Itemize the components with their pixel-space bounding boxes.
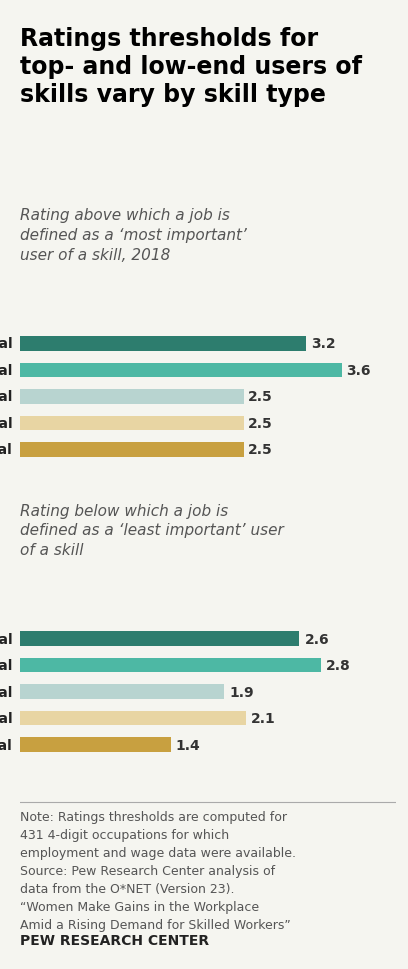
Text: Social: Social bbox=[0, 337, 13, 351]
Text: 3.2: 3.2 bbox=[311, 337, 335, 351]
Bar bbox=[20, 737, 171, 752]
Bar bbox=[20, 443, 244, 457]
Text: Ratings thresholds for
top- and low-end users of
skills vary by skill type: Ratings thresholds for top- and low-end … bbox=[20, 27, 362, 107]
Bar bbox=[20, 632, 299, 646]
Bar bbox=[20, 390, 244, 404]
Bar bbox=[20, 685, 224, 700]
Text: Note: Ratings thresholds are computed for
431 4-digit occupations for which
empl: Note: Ratings thresholds are computed fo… bbox=[20, 810, 296, 931]
Text: Rating above which a job is
defined as a ‘most important’
user of a skill, 2018: Rating above which a job is defined as a… bbox=[20, 208, 247, 263]
Text: Managerial: Managerial bbox=[0, 417, 13, 430]
Bar bbox=[20, 658, 321, 672]
Text: 2.5: 2.5 bbox=[248, 390, 273, 404]
Text: 2.5: 2.5 bbox=[248, 443, 273, 457]
Text: Mechanical: Mechanical bbox=[0, 443, 13, 457]
Text: Analytical: Analytical bbox=[0, 685, 13, 699]
Text: Mechanical: Mechanical bbox=[0, 738, 13, 752]
Text: 1.9: 1.9 bbox=[230, 685, 254, 699]
Text: 1.4: 1.4 bbox=[176, 738, 201, 752]
Text: 2.6: 2.6 bbox=[305, 632, 329, 646]
Text: 2.8: 2.8 bbox=[326, 658, 351, 672]
Text: 3.6: 3.6 bbox=[347, 363, 371, 378]
Text: Fundamental: Fundamental bbox=[0, 363, 13, 378]
Text: 2.1: 2.1 bbox=[251, 711, 276, 726]
Text: Managerial: Managerial bbox=[0, 711, 13, 726]
Text: Social: Social bbox=[0, 632, 13, 646]
Bar bbox=[20, 363, 342, 378]
Text: Analytical: Analytical bbox=[0, 390, 13, 404]
Text: Fundamental: Fundamental bbox=[0, 658, 13, 672]
Bar bbox=[20, 336, 306, 352]
Bar bbox=[20, 417, 244, 431]
Text: Rating below which a job is
defined as a ‘least important’ user
of a skill: Rating below which a job is defined as a… bbox=[20, 503, 284, 557]
Bar bbox=[20, 711, 246, 726]
Text: PEW RESEARCH CENTER: PEW RESEARCH CENTER bbox=[20, 932, 210, 947]
Text: 2.5: 2.5 bbox=[248, 417, 273, 430]
